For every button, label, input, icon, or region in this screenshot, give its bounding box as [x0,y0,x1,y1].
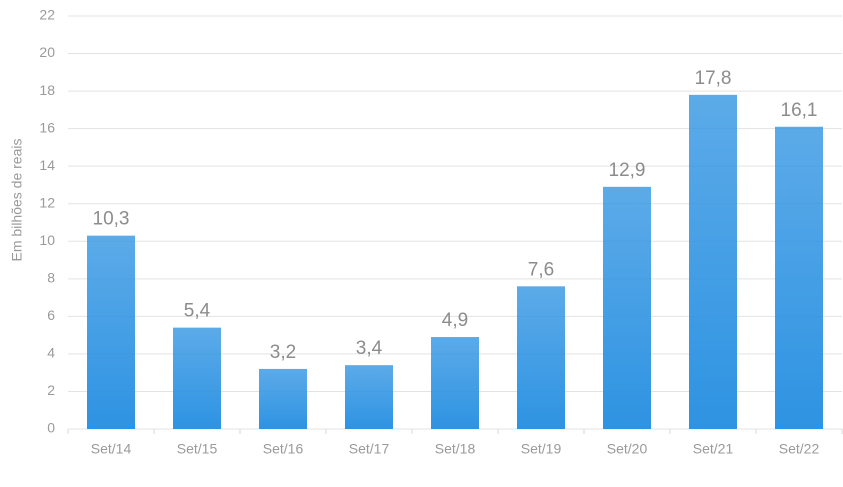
value-label: 17,8 [695,68,732,89]
x-tick-label: Set/21 [693,441,734,457]
y-tick-label: 14 [39,157,55,173]
bar [517,286,565,429]
bar [345,365,393,429]
bar [431,337,479,429]
value-label: 10,3 [93,209,130,230]
y-tick-label: 8 [47,270,55,286]
y-axis-label: Em bilhões de reais [9,139,25,262]
x-tick-label: Set/20 [607,441,648,457]
value-label: 12,9 [609,160,646,181]
y-tick-label: 22 [39,7,55,23]
bar [173,327,221,429]
y-tick-label: 20 [39,44,55,60]
y-tick-label: 2 [47,382,55,398]
y-tick-label: 4 [47,345,55,361]
value-label: 4,9 [442,310,468,331]
y-tick-label: 18 [39,82,55,98]
value-label: 3,4 [356,338,383,359]
bar [87,235,135,429]
x-tick-label: Set/16 [263,441,304,457]
bar [603,186,651,429]
x-tick-label: Set/22 [779,441,820,457]
y-tick-label: 16 [39,119,55,135]
y-tick-label: 10 [39,232,55,248]
x-tick-label: Set/17 [349,441,390,457]
value-label: 16,1 [781,100,818,121]
y-tick-label: 6 [47,307,55,323]
bar [775,126,823,429]
value-label: 3,2 [270,342,296,363]
bar [259,368,307,429]
x-tick-label: Set/18 [435,441,476,457]
x-tick-label: Set/19 [521,441,562,457]
bar [689,94,737,429]
value-label: 5,4 [184,301,211,322]
x-tick-label: Set/14 [91,441,132,457]
y-tick-label: 12 [39,194,55,210]
x-tick-label: Set/15 [177,441,218,457]
value-label: 7,6 [528,259,554,280]
y-tick-label: 0 [47,420,55,436]
